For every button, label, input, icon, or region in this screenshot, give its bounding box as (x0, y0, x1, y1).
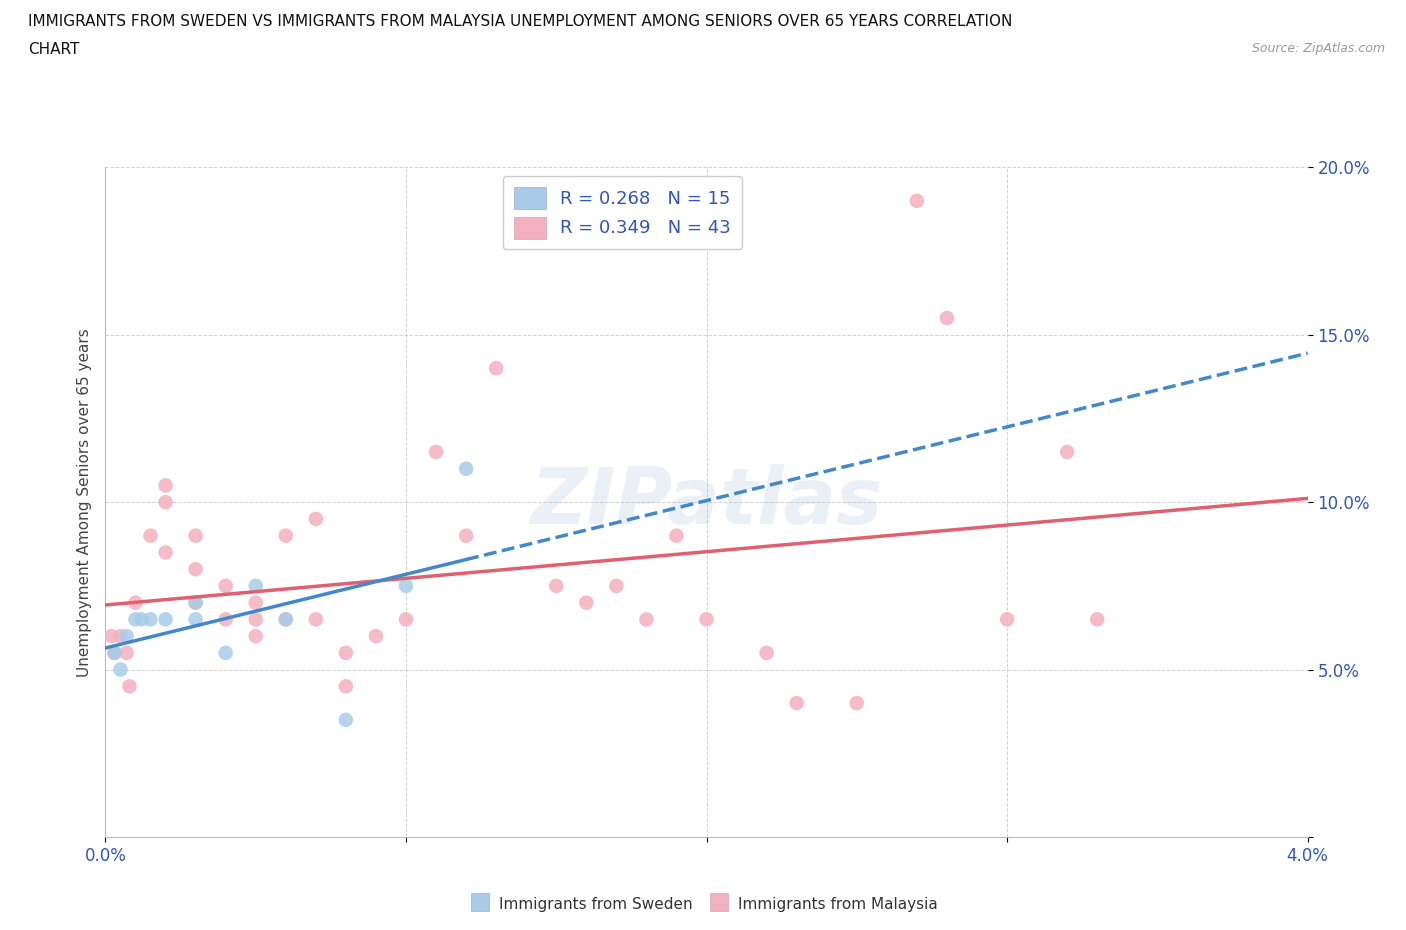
Point (110, 629, 132, 644)
Point (395, 578, 418, 593)
Y-axis label: Unemployment Among Seniors over 65 years: Unemployment Among Seniors over 65 years (76, 328, 91, 677)
Point (155, 478, 177, 493)
Point (103, 645, 125, 660)
Point (636, 612, 658, 627)
Text: IMMIGRANTS FROM SWEDEN VS IMMIGRANTS FROM MALAYSIA UNEMPLOYMENT AMONG SENIORS OV: IMMIGRANTS FROM SWEDEN VS IMMIGRANTS FRO… (28, 14, 1012, 29)
Point (425, 445, 447, 459)
Point (124, 612, 146, 627)
Point (155, 612, 177, 627)
Text: ZIPatlas: ZIPatlas (530, 464, 883, 540)
Point (184, 612, 207, 627)
Point (605, 578, 627, 593)
Point (395, 612, 418, 627)
Text: Source: ZipAtlas.com: Source: ZipAtlas.com (1251, 42, 1385, 55)
Point (335, 645, 357, 660)
Point (575, 595, 598, 610)
Point (110, 662, 132, 677)
Point (139, 612, 162, 627)
Legend: R = 0.268   N = 15, R = 0.349   N = 43: R = 0.268 N = 15, R = 0.349 N = 43 (503, 177, 742, 249)
Point (103, 645, 125, 660)
Point (155, 545, 177, 560)
Point (274, 612, 297, 627)
Point (454, 528, 477, 543)
Point (245, 629, 267, 644)
Point (100, 629, 122, 644)
Point (546, 578, 568, 593)
Point (364, 629, 387, 644)
Point (1085, 612, 1108, 627)
Text: CHART: CHART (28, 42, 80, 57)
Point (454, 461, 477, 476)
Point (245, 612, 267, 627)
Point (274, 528, 297, 543)
Point (665, 528, 688, 543)
Point (305, 512, 328, 526)
Point (305, 612, 328, 627)
Point (214, 578, 236, 593)
Point (905, 193, 928, 208)
Point (1056, 445, 1078, 459)
Point (184, 562, 207, 577)
Point (245, 578, 267, 593)
Point (485, 361, 508, 376)
Point (335, 679, 357, 694)
Point (786, 696, 808, 711)
Point (936, 311, 959, 325)
Point (755, 645, 778, 660)
Point (184, 595, 207, 610)
Legend: Immigrants from Sweden, Immigrants from Malaysia: Immigrants from Sweden, Immigrants from … (463, 889, 943, 918)
Point (845, 696, 868, 711)
Point (131, 612, 153, 627)
Point (155, 495, 177, 510)
Point (115, 645, 138, 660)
Point (696, 612, 718, 627)
Point (184, 595, 207, 610)
Point (115, 629, 138, 644)
Point (184, 528, 207, 543)
Point (124, 595, 146, 610)
Point (335, 712, 357, 727)
Point (118, 679, 141, 694)
Point (245, 595, 267, 610)
Point (214, 612, 236, 627)
Point (995, 612, 1018, 627)
Point (214, 645, 236, 660)
Point (139, 528, 162, 543)
Point (274, 612, 297, 627)
